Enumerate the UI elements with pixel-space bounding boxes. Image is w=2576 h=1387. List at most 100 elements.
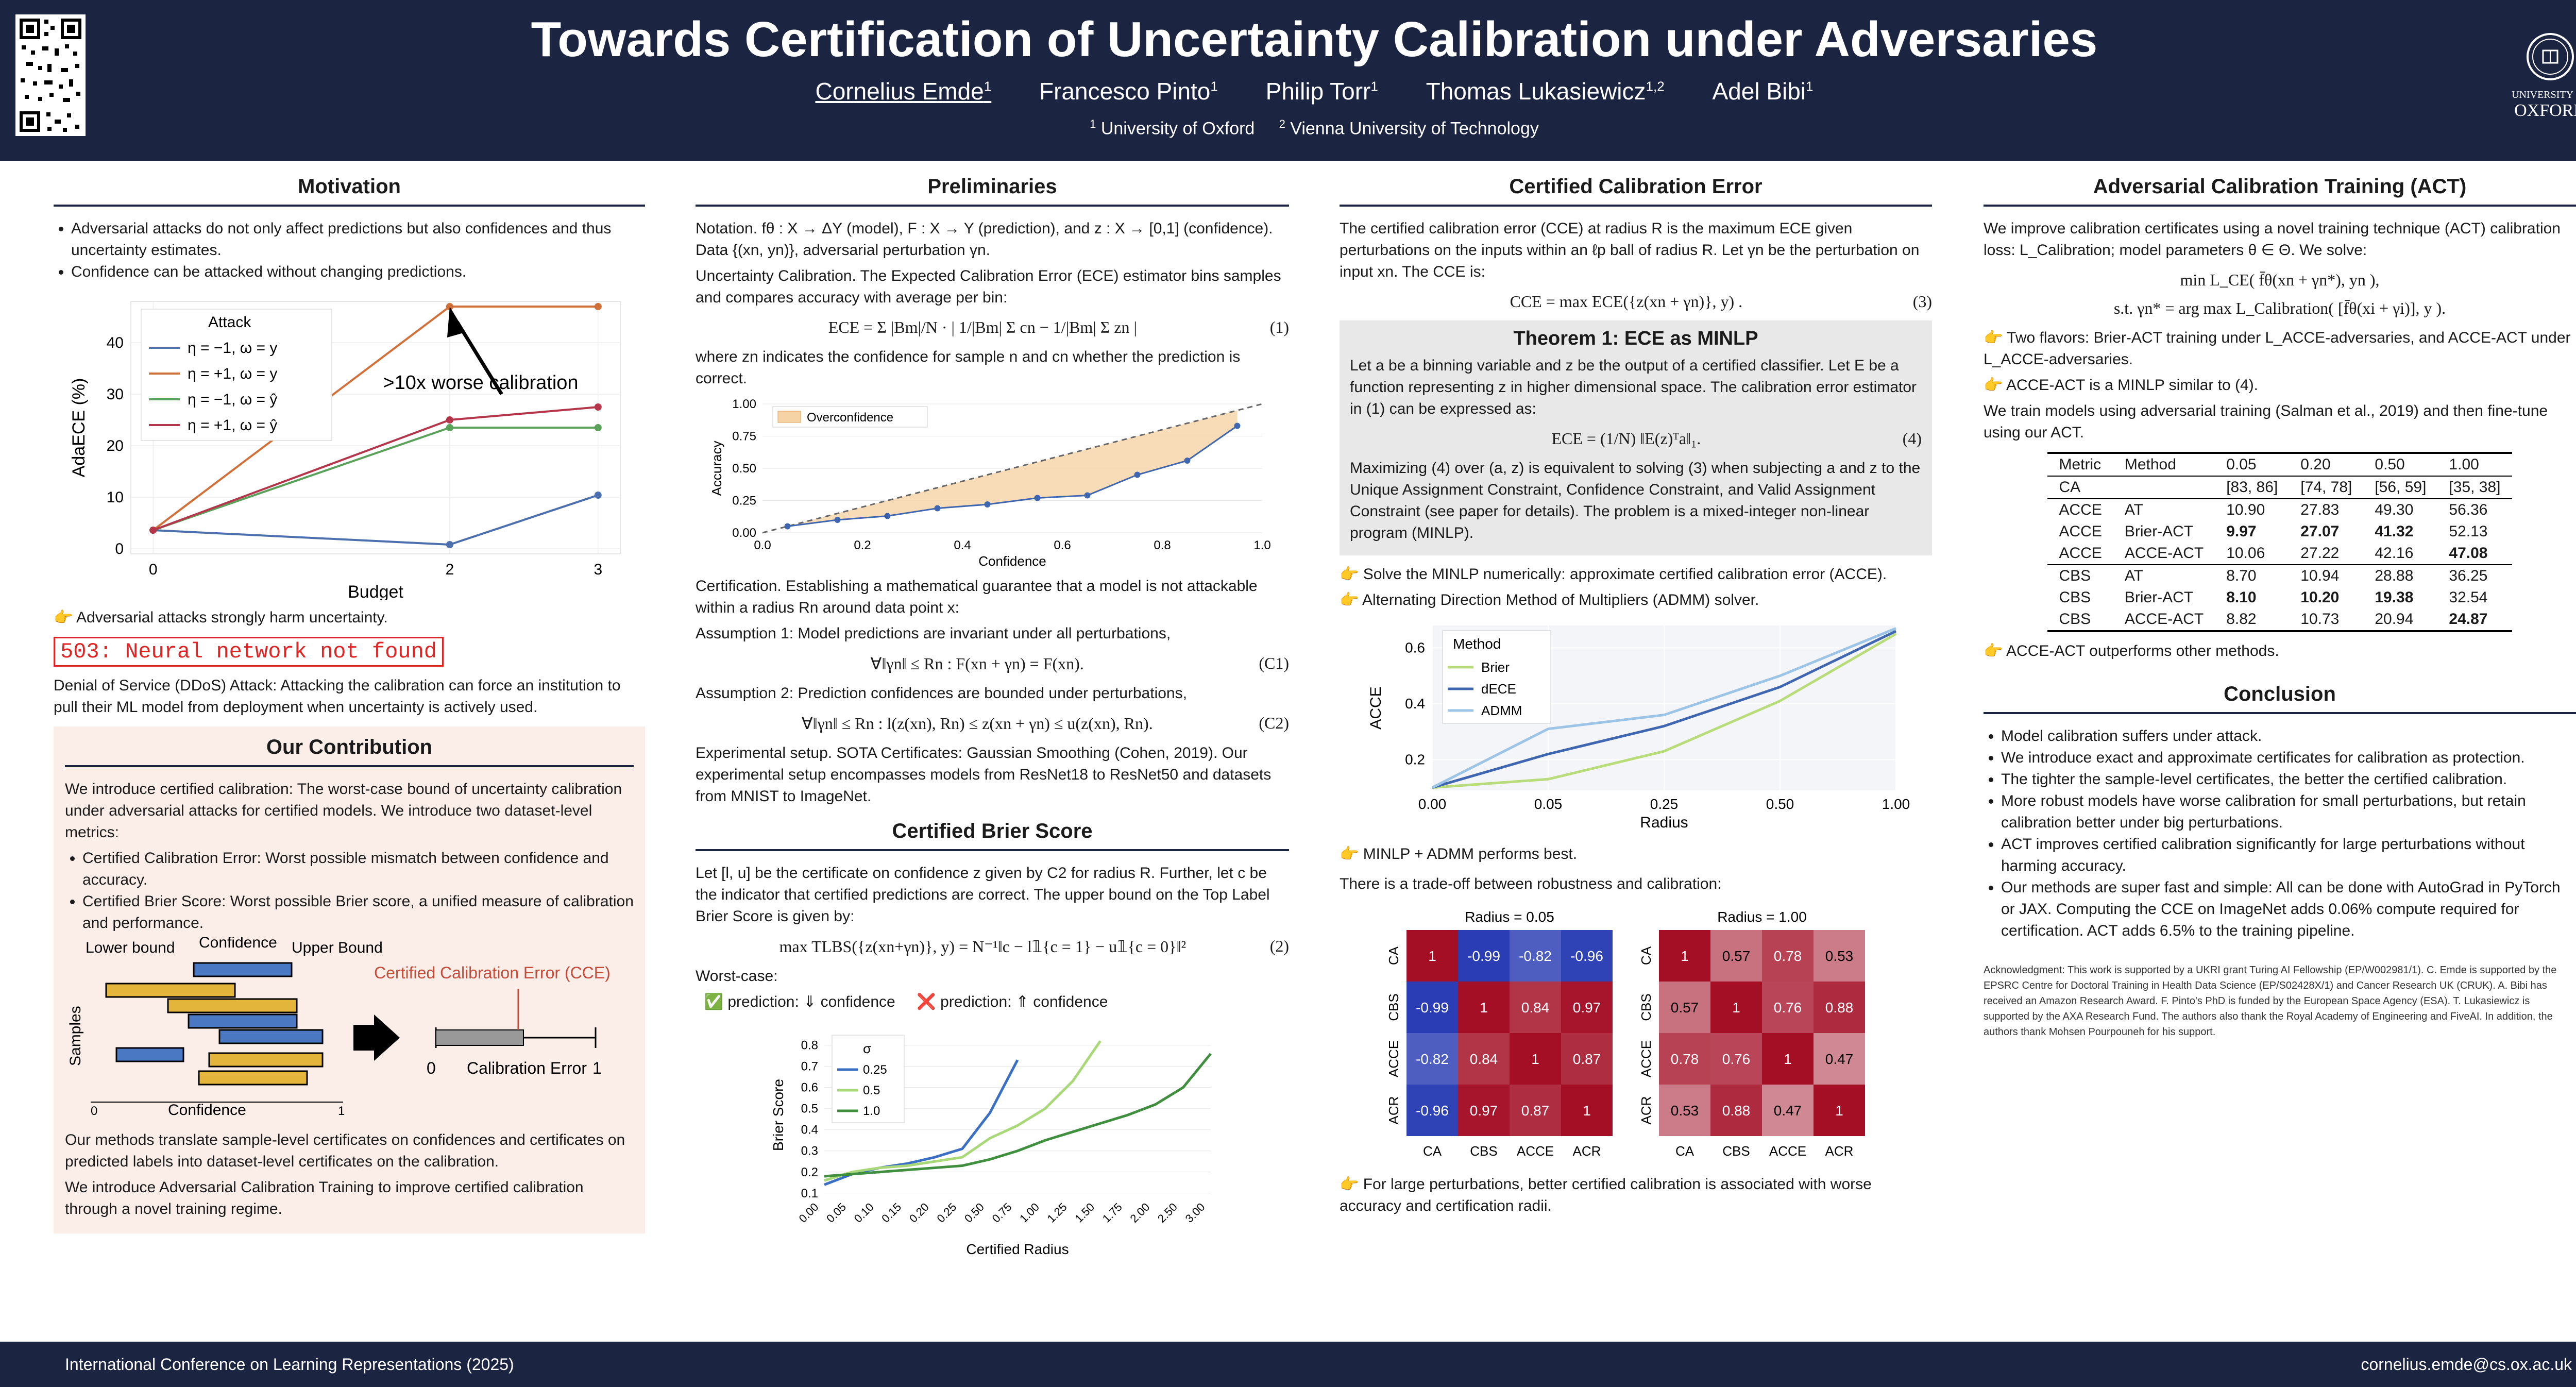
table-header: Metric Method 0.05 0.20 0.50 1.00: [2047, 453, 2512, 476]
list-item: Confidence can be attacked without chang…: [71, 261, 645, 283]
data-point: [149, 527, 157, 534]
series-line: [153, 494, 599, 546]
data-point: [1034, 495, 1041, 501]
heatmap-value: 0.87: [1521, 1103, 1550, 1119]
author[interactable]: Cornelius Emde1: [815, 78, 992, 105]
footer: International Conference on Learning Rep…: [0, 1342, 2576, 1387]
heatmap-value: 0.87: [1573, 1051, 1601, 1067]
heatmap-cell: [1814, 1085, 1865, 1136]
heatmap-cell: [1762, 1085, 1814, 1136]
list-item: The tighter the sample-level certificate…: [2001, 769, 2576, 790]
list-item: Certified Brier Score: Worst possible Br…: [82, 891, 634, 934]
heatmap-y-label: CBS: [1386, 993, 1401, 1021]
heatmap-cell: [1561, 982, 1613, 1033]
y-tick-label: 0.7: [801, 1060, 818, 1074]
list-item: ACT improves certified calibration signi…: [2001, 834, 2576, 877]
acknowledgment: Acknowledgment: This work is supported b…: [1984, 965, 2557, 1038]
y-tick-label: 1.00: [732, 397, 756, 411]
heatmap-value: -0.82: [1519, 948, 1552, 964]
x-tick-label: 0.8: [1154, 538, 1171, 552]
results-table: Metric Method 0.05 0.20 0.50 1.00 CA [83, 86][…: [2047, 452, 2512, 632]
heatmap-x-label: ACCE: [1517, 1143, 1554, 1159]
author: Thomas Lukasiewicz1,2: [1426, 78, 1665, 105]
y-tick-label: 0.3: [801, 1144, 818, 1158]
heatmap-cell: [1659, 930, 1710, 982]
diagram-label: 0: [427, 1059, 436, 1077]
series-line: [824, 1053, 1212, 1178]
heatmap-value: -0.99: [1416, 1000, 1449, 1016]
data-point: [594, 303, 602, 310]
legend-label: η = −1, ω = y: [188, 340, 277, 357]
contribution-box: Our Contribution We introduce certified …: [54, 726, 645, 1233]
column-motivation: Motivation Adversarial attacks do not on…: [54, 175, 645, 1329]
heatmap-cell: [1406, 1033, 1458, 1085]
heatmap-cell: [1561, 1033, 1613, 1085]
heatmap-cell: [1814, 930, 1865, 982]
y-tick-label: 0.2: [801, 1165, 818, 1179]
x-tick-label: 2.50: [1155, 1200, 1180, 1225]
data-point: [984, 501, 991, 508]
heatmap-x-label: CBS: [1470, 1143, 1497, 1159]
contact-email[interactable]: cornelius.emde@cs.ox.ac.uk: [2361, 1355, 2572, 1374]
x-tick-label: 0.00: [1418, 796, 1447, 812]
section-title: Certified Brier Score: [696, 820, 1289, 851]
heatmap-x-label: CA: [1423, 1143, 1442, 1159]
x-axis-label: Confidence: [978, 553, 1046, 569]
heatmap-value: 0.78: [1774, 948, 1802, 964]
heatmap-cell: [1762, 1033, 1814, 1085]
legend-title: Attack: [208, 314, 251, 331]
heatmap-cell: [1510, 930, 1561, 982]
data-point: [784, 523, 791, 530]
section-title: Our Contribution: [65, 736, 634, 767]
heatmap-value: 0.47: [1825, 1051, 1854, 1067]
legend-swatch: [777, 411, 801, 423]
x-tick-label: 1.75: [1100, 1200, 1125, 1225]
table-row: CA [83, 86] [74, 78] [56, 59] [35, 38]: [2047, 476, 2512, 499]
y-tick-label: 0.4: [1405, 696, 1425, 712]
heatmap-value: 1: [1531, 1051, 1539, 1067]
heatmap-y-label: CBS: [1638, 993, 1654, 1021]
diagram-label: Calibration Error: [467, 1059, 587, 1077]
legend-label: 0.5: [863, 1084, 880, 1097]
heatmap-value: 1: [1681, 948, 1689, 964]
motivation-bullets: Adversarial attacks do not only affect p…: [54, 218, 645, 283]
section-title: Certified Calibration Error: [1340, 175, 1932, 207]
oxford-crest-icon: [2527, 33, 2574, 80]
act-equation-2: s.t. γn* = arg max L_Calibration( [f̄θ(x…: [2113, 299, 2446, 317]
heatmap-value: 0.76: [1722, 1051, 1751, 1067]
arrow-icon: [447, 307, 465, 337]
y-tick-label: 10: [107, 489, 124, 506]
heatmap-title: Radius = 1.00: [1717, 909, 1807, 925]
y-tick-label: 30: [107, 386, 124, 403]
theorem-text: Let a be a binning variable and z be the…: [1350, 357, 1917, 417]
qr-code[interactable]: [15, 14, 86, 136]
theorem-box: Theorem 1: ECE as MINLP Let a be a binni…: [1340, 320, 1932, 555]
certification-text: Certification. Establishing a mathematic…: [696, 578, 1258, 616]
list-item: More robust models have worse calibratio…: [2001, 790, 2576, 834]
x-tick-label: 0.05: [824, 1200, 849, 1225]
heatmap-value: 1: [1428, 948, 1436, 964]
cce-text: The certified calibration error (CCE) at…: [1340, 220, 1920, 280]
header: Towards Certification of Uncertainty Cal…: [0, 0, 2576, 161]
y-axis-label: Brier Score: [770, 1079, 786, 1151]
x-tick-label: 3.00: [1183, 1200, 1208, 1225]
legend-label: 1.0: [863, 1104, 880, 1118]
heatmap-value: 0.53: [1671, 1103, 1699, 1119]
diagram-label: Upper Bound: [292, 939, 383, 956]
x-tick-label: 0.10: [852, 1200, 876, 1225]
y-tick-label: 0.00: [732, 526, 756, 540]
x-tick-label: 0.75: [990, 1200, 1014, 1225]
heatmap-value: 0.97: [1573, 1000, 1601, 1016]
error-message: 503: Neural network not found: [54, 637, 444, 667]
data-point: [1184, 458, 1191, 464]
x-tick-label: 1.00: [1882, 796, 1910, 812]
section-title: Motivation: [54, 175, 645, 207]
heatmap-title: Radius = 0.05: [1465, 909, 1554, 925]
series-line: [824, 1040, 1101, 1182]
legend-box: [832, 1035, 905, 1123]
contribution-p2: We introduce Adversarial Calibration Tra…: [65, 1179, 584, 1217]
data-point: [1134, 471, 1141, 478]
list-item: Certified Calibration Error: Worst possi…: [82, 848, 634, 891]
heatmap-cell: [1458, 982, 1510, 1033]
data-point: [446, 541, 453, 548]
